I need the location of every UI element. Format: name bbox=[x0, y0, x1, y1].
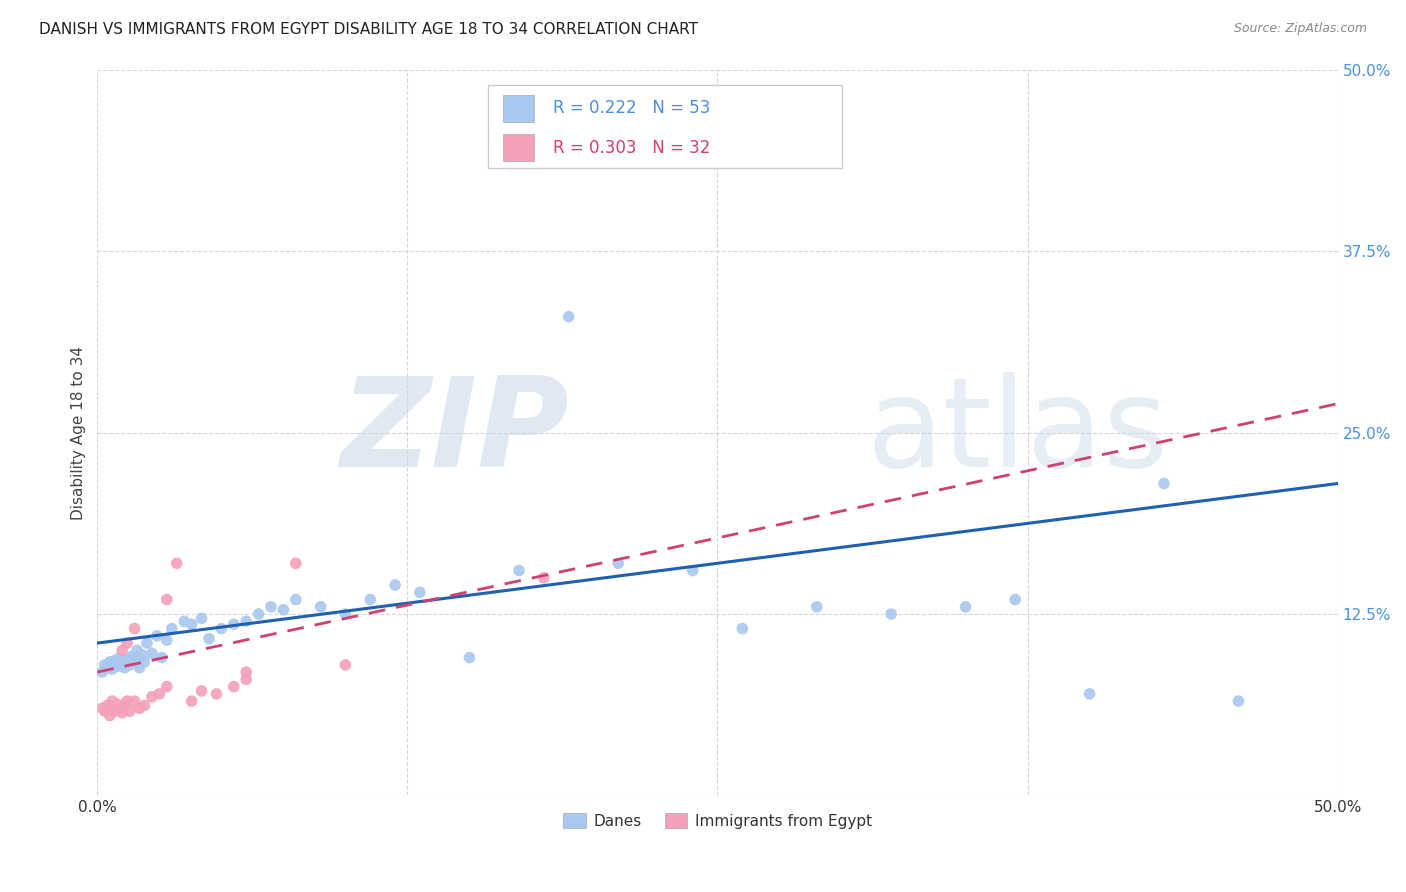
Point bbox=[235, 673, 257, 687]
Point bbox=[273, 603, 295, 617]
Point bbox=[91, 701, 114, 715]
Point bbox=[209, 622, 232, 636]
Point bbox=[156, 592, 179, 607]
FancyBboxPatch shape bbox=[488, 85, 842, 168]
Point bbox=[115, 694, 138, 708]
Point bbox=[131, 648, 153, 662]
Point bbox=[96, 661, 118, 675]
Point bbox=[124, 653, 146, 667]
Point bbox=[1153, 476, 1175, 491]
Point bbox=[115, 636, 138, 650]
Point bbox=[111, 643, 134, 657]
Point bbox=[359, 592, 381, 607]
Point bbox=[98, 655, 121, 669]
Point bbox=[806, 599, 828, 614]
Point bbox=[309, 599, 332, 614]
Point bbox=[198, 632, 221, 646]
Point bbox=[458, 650, 481, 665]
Point bbox=[156, 633, 179, 648]
Point bbox=[104, 653, 127, 667]
Point bbox=[180, 617, 202, 632]
Point bbox=[101, 662, 124, 676]
Point bbox=[115, 652, 138, 666]
Point bbox=[284, 556, 307, 570]
FancyBboxPatch shape bbox=[503, 134, 534, 161]
Point bbox=[222, 680, 245, 694]
Point bbox=[150, 650, 173, 665]
Point bbox=[166, 556, 188, 570]
Point bbox=[284, 592, 307, 607]
Point bbox=[105, 659, 128, 673]
Point bbox=[180, 694, 202, 708]
Point bbox=[235, 665, 257, 679]
Point bbox=[98, 708, 121, 723]
Point bbox=[205, 687, 228, 701]
Point bbox=[114, 698, 136, 713]
Point bbox=[118, 657, 141, 672]
Point bbox=[134, 698, 156, 713]
Point bbox=[682, 564, 704, 578]
Point bbox=[508, 564, 530, 578]
Point bbox=[731, 622, 754, 636]
Legend: Danes, Immigrants from Egypt: Danes, Immigrants from Egypt bbox=[557, 806, 879, 835]
Point bbox=[533, 571, 555, 585]
Point bbox=[1227, 694, 1250, 708]
Point bbox=[125, 643, 148, 657]
Point bbox=[141, 646, 163, 660]
Point bbox=[880, 607, 903, 621]
Point bbox=[156, 680, 179, 694]
Point bbox=[384, 578, 406, 592]
Point bbox=[108, 701, 131, 715]
Point bbox=[124, 694, 146, 708]
Point bbox=[111, 657, 134, 671]
Point bbox=[114, 661, 136, 675]
Point bbox=[141, 690, 163, 704]
Point bbox=[118, 704, 141, 718]
Point bbox=[124, 622, 146, 636]
Y-axis label: Disability Age 18 to 34: Disability Age 18 to 34 bbox=[72, 346, 86, 520]
Point bbox=[1078, 687, 1101, 701]
Point bbox=[136, 636, 159, 650]
Point bbox=[111, 706, 134, 720]
Text: ZIP: ZIP bbox=[340, 372, 568, 493]
Point bbox=[607, 556, 630, 570]
Point bbox=[190, 611, 212, 625]
Point bbox=[94, 657, 117, 672]
Point bbox=[260, 599, 283, 614]
Point bbox=[128, 701, 150, 715]
Text: DANISH VS IMMIGRANTS FROM EGYPT DISABILITY AGE 18 TO 34 CORRELATION CHART: DANISH VS IMMIGRANTS FROM EGYPT DISABILI… bbox=[39, 22, 699, 37]
Point bbox=[335, 657, 357, 672]
Point bbox=[222, 617, 245, 632]
Point bbox=[108, 650, 131, 665]
Text: R = 0.222   N = 53: R = 0.222 N = 53 bbox=[553, 99, 710, 118]
Point bbox=[247, 607, 270, 621]
Point bbox=[105, 697, 128, 711]
Point bbox=[148, 687, 170, 701]
Point bbox=[190, 684, 212, 698]
Point bbox=[173, 615, 195, 629]
Point bbox=[409, 585, 432, 599]
Point bbox=[134, 655, 156, 669]
Point bbox=[91, 665, 114, 679]
Point bbox=[955, 599, 977, 614]
Point bbox=[235, 615, 257, 629]
Point bbox=[121, 649, 143, 664]
Point bbox=[128, 661, 150, 675]
Point bbox=[146, 629, 169, 643]
Point bbox=[94, 704, 117, 718]
Point bbox=[557, 310, 579, 324]
Point bbox=[104, 704, 127, 718]
Point bbox=[1004, 592, 1026, 607]
Text: atlas: atlas bbox=[866, 372, 1168, 493]
Point bbox=[96, 698, 118, 713]
Point bbox=[335, 607, 357, 621]
Point bbox=[101, 694, 124, 708]
Point bbox=[160, 622, 183, 636]
Text: Source: ZipAtlas.com: Source: ZipAtlas.com bbox=[1233, 22, 1367, 36]
Text: R = 0.303   N = 32: R = 0.303 N = 32 bbox=[553, 138, 710, 156]
FancyBboxPatch shape bbox=[503, 95, 534, 122]
